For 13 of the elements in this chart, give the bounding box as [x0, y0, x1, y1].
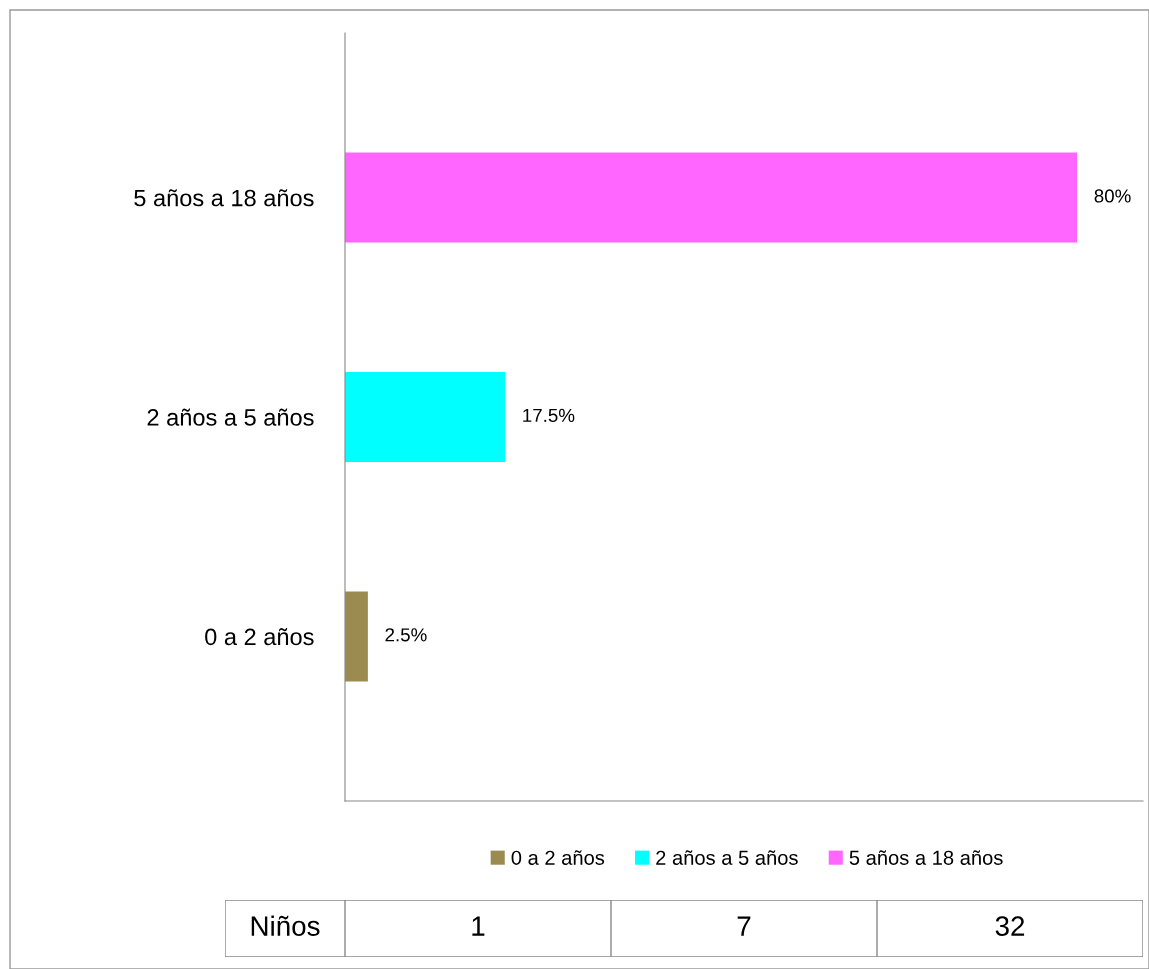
legend-label: 2 años a 5 años — [656, 850, 798, 865]
y-tick-label: 5 años a 18 años — [134, 189, 314, 207]
text: 32 — [995, 916, 1025, 936]
y-tick-label: 2 años a 5 años — [147, 408, 314, 426]
legend-label: 0 a 2 años — [511, 850, 605, 865]
text: Niños — [251, 915, 320, 936]
data-label: 2.5% — [385, 628, 427, 642]
y-tick-label: 0 a 2 años — [205, 628, 314, 646]
legend-label: 5 años a 18 años — [849, 850, 1003, 865]
text: 1 — [472, 916, 485, 936]
text: 7 — [737, 916, 751, 936]
data-label: 17.5% — [523, 408, 575, 423]
data-label: 80% — [1094, 189, 1131, 203]
